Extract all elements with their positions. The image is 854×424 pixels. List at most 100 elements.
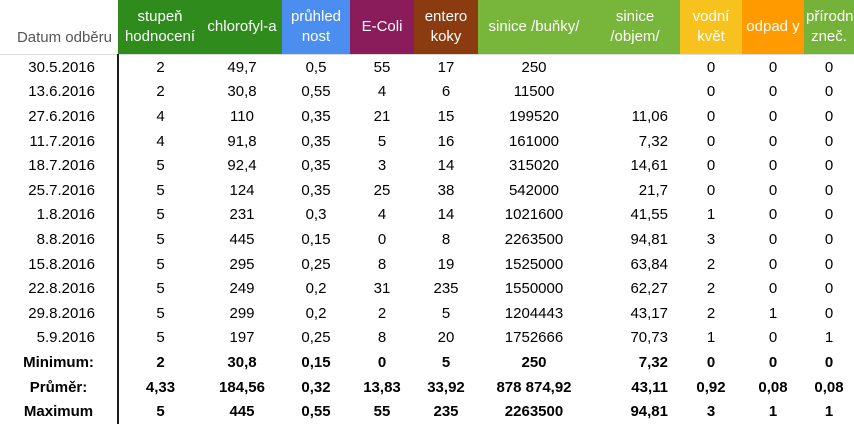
table-cell: 0,92	[696, 378, 726, 396]
table-cell: 0	[377, 353, 387, 371]
header-sinice-bunky: sinice /buňky/	[478, 0, 590, 55]
table-cell: 0	[768, 157, 778, 175]
table-cell: 5	[156, 157, 165, 175]
table-cell: 3	[377, 157, 387, 175]
stat-label: Průměr:	[0, 374, 119, 400]
table-cell: 0	[768, 181, 778, 199]
table-cell: 0,32	[301, 378, 331, 396]
table-cell: 0	[824, 83, 834, 101]
header-stupen: stupeň hodnocení	[118, 0, 202, 55]
table-cell: 0	[824, 181, 834, 199]
table-cell: 63,84	[630, 255, 668, 273]
stat-row: Minimum: 2 30,8 0,15 0 5 250 7,32 0 0 0	[0, 350, 854, 375]
table-cell: 55	[350, 53, 414, 80]
stat-label: Maximum	[0, 399, 119, 424]
table-cell: 14	[437, 206, 455, 224]
table-cell: 231	[229, 206, 255, 224]
date-cell: 27.6.2016	[0, 104, 119, 129]
table-cell: 20	[437, 329, 455, 347]
table-cell: 315020	[508, 157, 560, 175]
table-cell: 1	[706, 329, 716, 347]
table-cell: 0	[706, 83, 716, 101]
table-cell: 43,17	[630, 304, 668, 322]
table-cell: 1204443	[504, 304, 564, 322]
header-date: Datum odběru	[0, 0, 118, 55]
table-cell: 5	[156, 329, 165, 347]
table-cell: 0	[706, 157, 716, 175]
table-cell: 2	[706, 304, 716, 322]
date-cell: 15.8.2016	[0, 251, 119, 277]
table-cell: 5	[377, 132, 387, 150]
date-cell: 1.8.2016	[0, 202, 119, 228]
table-cell	[590, 53, 680, 80]
table-cell: 199520	[508, 107, 560, 125]
table-cell: 30,8	[227, 353, 257, 371]
table-cell: 2263500	[504, 403, 564, 421]
table-cell: 0	[768, 132, 778, 150]
table-cell: 62,27	[630, 280, 668, 298]
table-cell: 5	[156, 403, 165, 421]
table-cell: 0	[768, 353, 778, 371]
table-cell: 4	[377, 83, 387, 101]
table-cell: 11500	[513, 83, 555, 101]
table-cell: 250	[521, 353, 547, 371]
header-odpady: odpad y	[742, 0, 804, 55]
table-cell: 0	[804, 53, 854, 80]
table-cell: 0	[768, 230, 778, 248]
table-cell: 0	[768, 329, 778, 347]
table-cell: 0	[824, 157, 834, 175]
table-cell: 5	[156, 181, 165, 199]
date-cell: 8.8.2016	[0, 227, 119, 252]
table-cell: 878 874,92	[496, 378, 572, 396]
table-cell: 0,35	[301, 181, 331, 199]
date-cell: 22.8.2016	[0, 276, 119, 301]
table-row: 18.7.2016 5 92,4 0,35 3 14 315020 14,61 0 0 0	[0, 153, 854, 178]
table-row: 15.8.2016 5 295 0,25 8 19 1525000 63,84 2 0 0	[0, 251, 854, 277]
table-cell: 197	[229, 329, 255, 347]
table-cell: 0	[768, 107, 778, 125]
table-row: 5.9.2016 5 197 0,25 8 20 1752666 70,73 1 0 1	[0, 325, 854, 351]
header-vodni-kvet: vodní květ	[680, 0, 742, 55]
table-cell: 0	[824, 107, 834, 125]
table-cell: 8	[377, 329, 387, 347]
table-cell: 14	[437, 157, 455, 175]
table-cell: 49,7	[202, 53, 282, 80]
table-cell: 0,25	[301, 255, 331, 273]
table-cell: 5	[441, 304, 451, 322]
table-row: 25.7.2016 5 124 0,35 25 38 542000 21,7 0 0 0	[0, 177, 854, 203]
table-cell: 445	[229, 230, 255, 248]
table-body: 30.5.2016 2 49,7 0,5 55 17 250 0 0 0 13.6.2016 2 30,…	[0, 53, 854, 424]
table-cell: 38	[437, 181, 455, 199]
table-cell: 14,61	[630, 157, 668, 175]
date-cell: 11.7.2016	[0, 128, 119, 154]
stat-row: Průměr: 4,33 184,56 0,32 13,83 33,92 878 874,9…	[0, 374, 854, 400]
table-cell: 4	[156, 132, 165, 150]
table-cell: 21	[373, 107, 391, 125]
table-cell: 15	[437, 107, 455, 125]
table-cell: 161000	[508, 132, 560, 150]
table-cell: 0,2	[305, 280, 327, 298]
table-cell: 94,81	[630, 403, 668, 421]
table-cell: 3	[706, 403, 716, 421]
table-cell: 0	[824, 353, 834, 371]
table-cell: 0	[742, 53, 804, 80]
table-cell: 0,25	[301, 329, 331, 347]
table-cell: 0	[824, 132, 834, 150]
table-cell: 91,8	[227, 132, 257, 150]
table-cell: 1752666	[504, 329, 564, 347]
table-row: 30.5.2016 2 49,7 0,5 55 17 250 0 0 0	[0, 53, 854, 80]
table-cell: 8	[377, 255, 387, 273]
date-cell: 13.6.2016	[0, 79, 119, 105]
table-cell: 5	[156, 230, 165, 248]
table-cell: 70,73	[630, 329, 668, 347]
table-cell: 1	[824, 403, 834, 421]
table-cell: 11,06	[631, 107, 668, 125]
table-cell: 295	[229, 255, 255, 273]
table-cell: 5	[156, 206, 165, 224]
table-cell: 0,15	[301, 353, 331, 371]
table-cell: 4	[377, 206, 387, 224]
table-cell: 0	[706, 181, 716, 199]
table-cell: 0,55	[301, 83, 331, 101]
table-cell: 1	[824, 329, 834, 347]
